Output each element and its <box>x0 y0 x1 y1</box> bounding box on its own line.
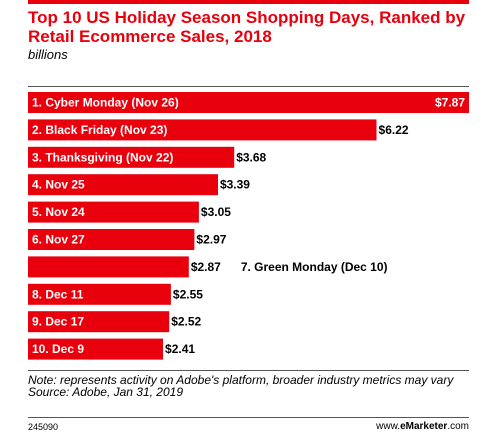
footer-separator <box>28 417 469 418</box>
value-label: $7.87 <box>435 96 465 110</box>
chart-title: Top 10 US Holiday Season Shopping Days, … <box>28 8 466 46</box>
value-label: $3.05 <box>201 205 231 219</box>
brand-logo: www.eMarketer.com <box>376 421 469 432</box>
bar <box>28 119 377 141</box>
category-label: 8. Dec 11 <box>32 287 84 301</box>
bar <box>28 256 189 278</box>
bar <box>28 311 170 333</box>
category-label: 5. Nov 24 <box>32 205 85 219</box>
bar <box>28 92 469 113</box>
chart-subtitle: billions <box>28 47 68 62</box>
bottom-separator <box>28 370 469 371</box>
bar <box>28 146 235 168</box>
top-separator <box>28 86 469 87</box>
source-text: Source: Adobe, Jan 31, 2019 <box>28 385 184 399</box>
category-label: 9. Dec 17 <box>32 315 84 329</box>
value-label: $2.87 <box>191 260 221 274</box>
category-label: 4. Nov 25 <box>32 178 85 192</box>
bar <box>28 201 199 223</box>
value-label: $3.39 <box>220 178 250 192</box>
chart-id: 245090 <box>28 422 59 432</box>
value-label: $2.41 <box>165 342 195 356</box>
value-label: $3.68 <box>236 150 266 164</box>
note-text: Note: represents activity on Adobe's pla… <box>28 373 454 387</box>
category-label: 10. Dec 9 <box>32 342 84 356</box>
category-label: 7. Green Monday (Dec 10) <box>241 260 388 274</box>
bar <box>28 283 171 305</box>
bar <box>28 338 163 360</box>
value-label: $6.22 <box>379 123 409 137</box>
bar <box>28 174 218 196</box>
bar <box>28 229 195 250</box>
value-label: $2.52 <box>171 315 201 329</box>
category-label: 3. Thanksgiving (Nov 22) <box>32 150 173 164</box>
value-label: $2.97 <box>196 233 226 247</box>
value-label: $2.55 <box>173 287 203 301</box>
chart-note: Note: represents activity on Adobe's pla… <box>28 374 468 398</box>
category-label: 6. Nov 27 <box>32 233 85 247</box>
category-label: 1. Cyber Monday (Nov 26) <box>32 96 179 110</box>
top-accent-bar <box>28 0 469 4</box>
category-label: 2. Black Friday (Nov 23) <box>32 123 167 137</box>
